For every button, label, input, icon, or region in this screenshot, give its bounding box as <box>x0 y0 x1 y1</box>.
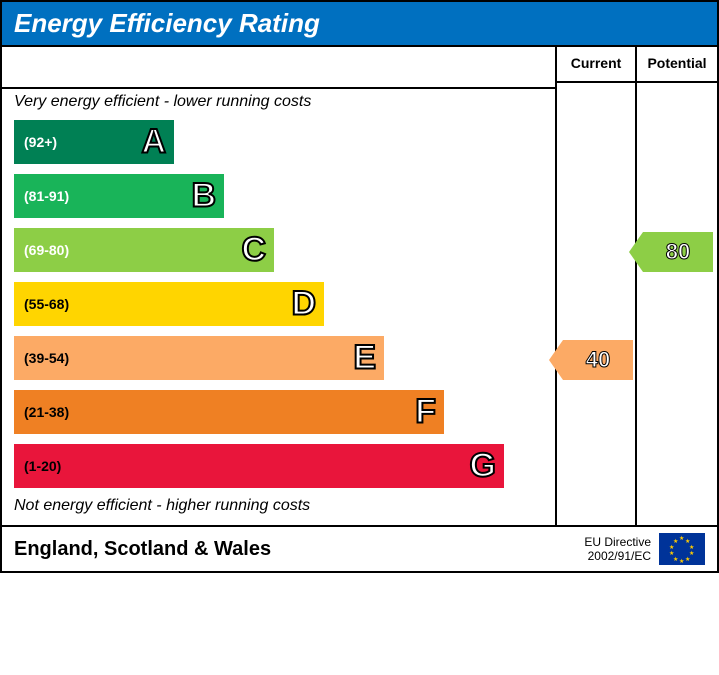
current-value-arrow: 40 <box>563 340 633 380</box>
band-letter: B <box>191 177 216 216</box>
chart-footer: England, Scotland & Wales EU Directive 2… <box>2 525 717 571</box>
current-header: Current <box>557 47 635 83</box>
band-range: (69-80) <box>24 242 69 258</box>
band-row-d: (55-68) D <box>2 277 555 331</box>
footer-region: England, Scotland & Wales <box>14 538 271 561</box>
band-range: (92+) <box>24 134 57 150</box>
potential-column: Potential 80 <box>637 47 717 525</box>
bands-header-spacer <box>2 53 555 89</box>
current-value: 40 <box>586 347 610 373</box>
band-bar-a: (92+) A <box>14 120 174 164</box>
directive-line1: EU Directive <box>584 535 651 549</box>
band-row-e: (39-54) E <box>2 331 555 385</box>
band-letter: C <box>241 231 266 270</box>
band-bar-c: (69-80) C <box>14 228 274 272</box>
footer-right: EU Directive 2002/91/EC ★★ ★★ ★★ ★★ ★★ <box>584 533 705 565</box>
band-range: (39-54) <box>24 350 69 366</box>
band-row-f: (21-38) F <box>2 385 555 439</box>
directive-line2: 2002/91/EC <box>584 549 651 563</box>
band-letter: G <box>470 447 496 486</box>
bands-column: Very energy efficient - lower running co… <box>2 47 557 525</box>
band-bar-b: (81-91) B <box>14 174 224 218</box>
chart-body: Very energy efficient - lower running co… <box>2 45 717 525</box>
bands-list: (92+) A (81-91) B (69-80) C (55-68) D (39-54) E (2… <box>2 115 555 493</box>
band-row-b: (81-91) B <box>2 169 555 223</box>
current-column: Current 40 <box>557 47 637 525</box>
band-range: (21-38) <box>24 404 69 420</box>
footer-directive: EU Directive 2002/91/EC <box>584 535 651 564</box>
band-range: (55-68) <box>24 296 69 312</box>
band-bar-g: (1-20) G <box>14 444 504 488</box>
band-letter: A <box>141 123 166 162</box>
band-range: (1-20) <box>24 458 61 474</box>
band-bar-f: (21-38) F <box>14 390 444 434</box>
band-letter: F <box>415 393 436 432</box>
potential-header: Potential <box>637 47 717 83</box>
band-bar-e: (39-54) E <box>14 336 384 380</box>
eu-flag-icon: ★★ ★★ ★★ ★★ ★★ <box>659 533 705 565</box>
band-row-g: (1-20) G <box>2 439 555 493</box>
band-letter: E <box>353 339 376 378</box>
caption-top: Very energy efficient - lower running co… <box>2 89 555 115</box>
band-row-c: (69-80) C <box>2 223 555 277</box>
band-letter: D <box>291 285 316 324</box>
potential-value: 80 <box>666 239 690 265</box>
chart-title: Energy Efficiency Rating <box>2 2 717 45</box>
caption-bottom: Not energy efficient - higher running co… <box>2 493 555 519</box>
epc-chart: Energy Efficiency Rating Very energy eff… <box>0 0 719 573</box>
band-range: (81-91) <box>24 188 69 204</box>
band-row-a: (92+) A <box>2 115 555 169</box>
band-bar-d: (55-68) D <box>14 282 324 326</box>
potential-value-arrow: 80 <box>643 232 713 272</box>
